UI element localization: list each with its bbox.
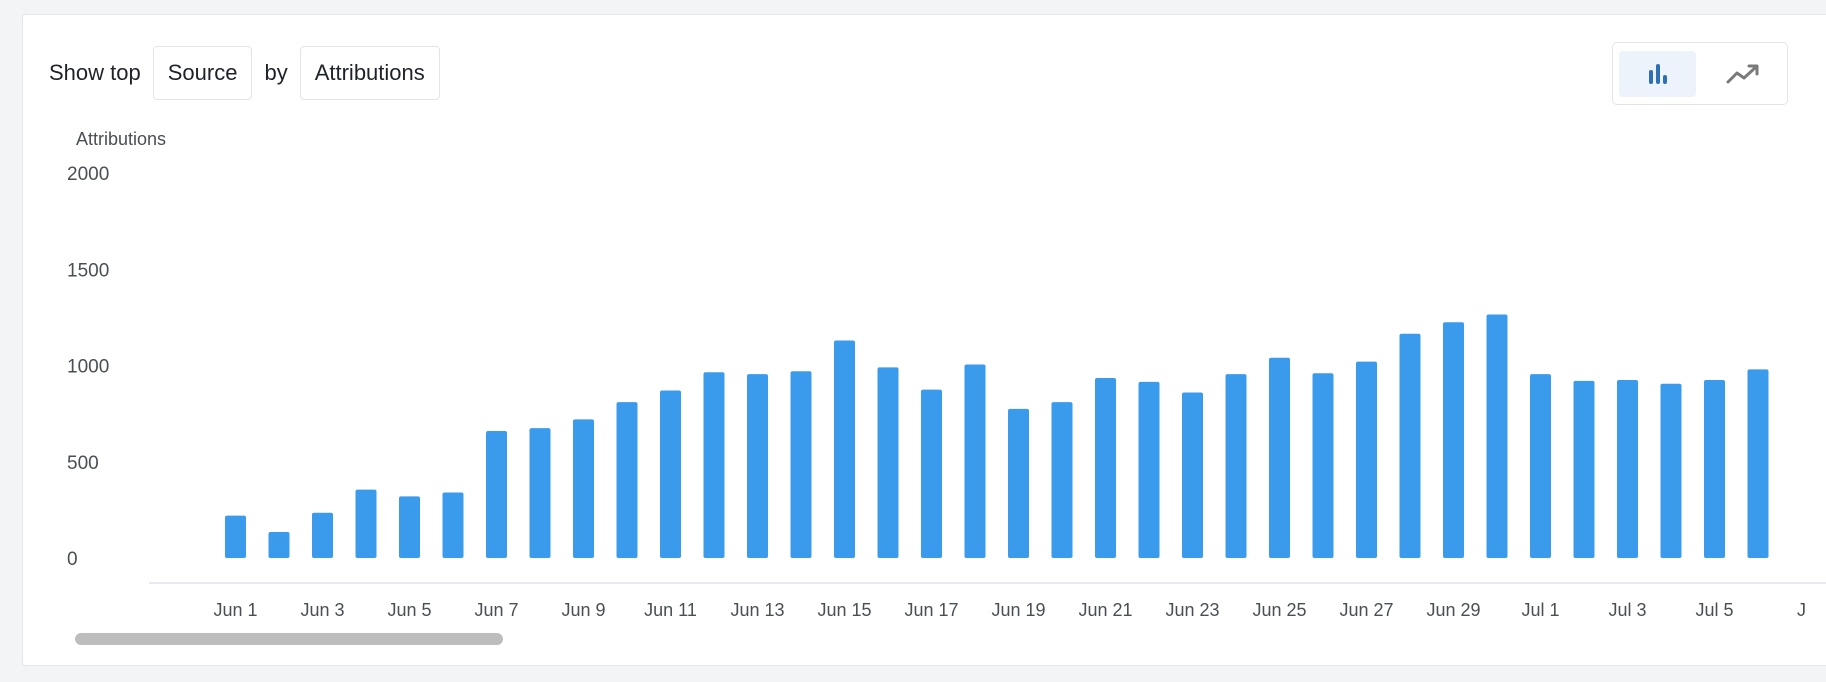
dimension-select[interactable]: Source [152, 46, 253, 100]
horizontal-scrollbar[interactable] [75, 633, 503, 645]
bar[interactable] [399, 496, 420, 558]
x-tick-label: Jun 9 [561, 600, 605, 620]
bar[interactable] [703, 372, 725, 558]
bar[interactable] [921, 389, 942, 558]
chart-type-toggle [1612, 42, 1788, 105]
bar[interactable] [964, 364, 986, 558]
bar[interactable] [573, 419, 594, 558]
bar[interactable] [1225, 374, 1247, 558]
x-tick-label: J [1797, 600, 1806, 620]
bar[interactable] [1356, 361, 1377, 558]
bar[interactable] [660, 390, 681, 558]
x-tick-label: Jul 5 [1695, 600, 1733, 620]
bar[interactable] [1573, 380, 1595, 558]
bar[interactable] [1399, 333, 1421, 558]
x-tick-label: Jun 29 [1426, 600, 1480, 620]
x-tick-label: Jun 25 [1252, 600, 1306, 620]
bar[interactable] [312, 512, 333, 558]
by-label: by [264, 60, 288, 85]
bar[interactable] [355, 489, 377, 558]
bar[interactable] [790, 371, 812, 558]
x-tick-label: Jun 23 [1165, 600, 1219, 620]
y-axis-label: Attributions [76, 129, 166, 149]
line-chart-icon [1726, 64, 1758, 83]
bar[interactable] [268, 532, 290, 558]
bar-chart-button[interactable] [1619, 50, 1696, 97]
x-tick-label: Jun 5 [387, 600, 431, 620]
x-tick-label: Jul 1 [1521, 600, 1559, 620]
y-tick-label: 2000 [67, 164, 109, 185]
bar[interactable] [1008, 408, 1029, 558]
metric-select[interactable]: Attributions [299, 46, 440, 100]
x-tick-label: Jun 13 [730, 600, 784, 620]
chart-card: Show top Source by Attributions Attribut… [22, 14, 1826, 666]
x-tick-label: Jun 19 [991, 600, 1045, 620]
x-tick-label: Jun 3 [300, 600, 344, 620]
bar[interactable] [486, 430, 507, 558]
y-tick-label: 1000 [67, 357, 109, 378]
bar[interactable] [834, 340, 855, 558]
bar[interactable] [1138, 381, 1160, 558]
x-tick-label: Jun 17 [904, 600, 958, 620]
x-tick-label: Jul 3 [1608, 600, 1646, 620]
y-tick-label: 1500 [67, 260, 109, 281]
bar-chart-icon [1648, 63, 1667, 84]
y-tick-label: 0 [67, 549, 78, 570]
bar[interactable] [1530, 374, 1551, 558]
line-chart-button[interactable] [1704, 51, 1781, 97]
bar[interactable] [1443, 322, 1464, 558]
bar[interactable] [442, 492, 464, 558]
bar[interactable] [1095, 378, 1116, 558]
y-tick-label: 500 [67, 453, 99, 474]
bar[interactable] [1182, 392, 1203, 558]
x-tick-label: Jun 21 [1078, 600, 1132, 620]
bar-chart: Attributions 0 500 1000 1500 2000 Jun 1 Jun 3… [67, 129, 1826, 620]
bar[interactable] [1704, 379, 1725, 558]
x-tick-label: Jun 27 [1339, 600, 1393, 620]
bar[interactable] [1269, 357, 1290, 558]
show-top-label: Show top [49, 60, 141, 85]
bar[interactable] [747, 374, 768, 558]
x-tick-label: Jun 1 [213, 600, 257, 620]
chart-controls: Show top Source by Attributions [49, 45, 440, 101]
bar[interactable] [1660, 383, 1682, 558]
bar[interactable] [1747, 369, 1769, 558]
bar[interactable] [1312, 373, 1334, 558]
bar[interactable] [1617, 379, 1638, 558]
bar[interactable] [225, 515, 246, 558]
x-tick-label: Jun 15 [817, 600, 871, 620]
bar[interactable] [1486, 314, 1508, 558]
bar[interactable] [877, 367, 899, 558]
x-tick-label: Jun 11 [644, 600, 697, 620]
bar[interactable] [1051, 402, 1073, 558]
bar[interactable] [616, 402, 638, 558]
bar[interactable] [529, 428, 551, 558]
x-tick-label: Jun 7 [474, 600, 518, 620]
